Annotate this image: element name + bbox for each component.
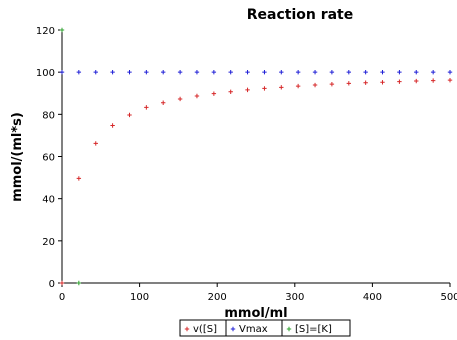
- data-point: [414, 69, 419, 75]
- data-point: [228, 89, 233, 94]
- data-point: [59, 280, 65, 286]
- y-axis-ticks: 0 20 40 60 80 100 120: [36, 26, 62, 290]
- data-point: [194, 93, 200, 99]
- data-point: [346, 81, 352, 86]
- data-point: [414, 78, 419, 84]
- legend-label: [S]=[K]: [295, 324, 332, 335]
- data-point: [363, 80, 368, 85]
- data-point: [127, 112, 132, 118]
- data-point: [397, 69, 402, 75]
- data-series: [59, 27, 453, 286]
- legend-marker: [286, 326, 292, 332]
- data-point: [211, 69, 217, 75]
- data-point: [177, 96, 183, 102]
- data-point: [211, 91, 217, 96]
- y-axis-label: mmol/(ml*s): [10, 112, 25, 202]
- chart-title: Reaction rate: [247, 7, 354, 23]
- data-point: [177, 69, 183, 75]
- x-tick-label: 200: [208, 292, 227, 303]
- legend-label: v([S]: [193, 324, 217, 335]
- data-point: [160, 100, 166, 105]
- data-point: [228, 69, 233, 75]
- data-point: [295, 83, 301, 89]
- data-point: [363, 69, 368, 75]
- data-point: [262, 86, 267, 91]
- data-point: [245, 69, 250, 75]
- data-point: [447, 69, 453, 75]
- y-tick-label: 0: [49, 279, 55, 290]
- data-point: [430, 78, 436, 83]
- data-point: [144, 69, 149, 75]
- y-tick-label: 120: [36, 26, 55, 37]
- data-point: [430, 69, 436, 75]
- x-tick-label: 100: [130, 292, 149, 303]
- data-point: [329, 69, 335, 75]
- data-point: [76, 176, 82, 181]
- data-point: [93, 69, 98, 75]
- data-point: [312, 82, 318, 88]
- legend-item: v([S]: [179, 319, 227, 337]
- data-point: [329, 81, 335, 87]
- data-point: [76, 69, 82, 75]
- x-axis-label: mmol/ml: [224, 306, 287, 321]
- data-point: [380, 80, 385, 85]
- series-2: [59, 27, 82, 286]
- legend: v([S] Vmax [S]=[K]: [179, 319, 351, 337]
- y-tick-label: 60: [42, 153, 55, 164]
- data-point: [144, 105, 149, 110]
- legend-item: Vmax: [225, 319, 283, 337]
- data-point: [110, 69, 115, 75]
- data-point: [279, 85, 284, 90]
- x-tick-label: 0: [59, 292, 65, 303]
- series-0: [59, 77, 453, 286]
- legend-box: [281, 319, 351, 337]
- data-point: [59, 27, 65, 33]
- x-tick-label: 400: [363, 292, 382, 303]
- plot-area: [62, 30, 450, 283]
- series-1: [59, 69, 453, 75]
- legend-marker: [230, 326, 236, 332]
- x-tick-label: 300: [285, 292, 304, 303]
- legend-label: Vmax: [239, 324, 268, 335]
- data-point: [312, 69, 318, 75]
- data-point: [110, 123, 115, 128]
- data-point: [380, 69, 385, 75]
- data-point: [447, 77, 453, 83]
- data-point: [59, 69, 65, 75]
- y-tick-label: 20: [42, 237, 55, 248]
- y-tick-label: 40: [42, 195, 55, 206]
- x-tick-label: 500: [440, 292, 457, 303]
- data-point: [346, 69, 352, 75]
- data-point: [76, 280, 82, 286]
- data-point: [279, 69, 284, 75]
- data-point: [262, 69, 267, 75]
- data-point: [93, 141, 98, 146]
- data-point: [245, 87, 250, 93]
- legend-marker: [184, 326, 190, 332]
- data-point: [397, 79, 402, 84]
- y-tick-label: 100: [36, 68, 55, 79]
- data-point: [127, 69, 132, 75]
- data-point: [295, 69, 301, 75]
- legend-item: [S]=[K]: [281, 319, 351, 337]
- x-axis-ticks: 0 100 200 300 400 500: [59, 283, 457, 303]
- data-point: [194, 69, 200, 75]
- y-tick-label: 80: [42, 110, 55, 121]
- data-point: [160, 69, 166, 75]
